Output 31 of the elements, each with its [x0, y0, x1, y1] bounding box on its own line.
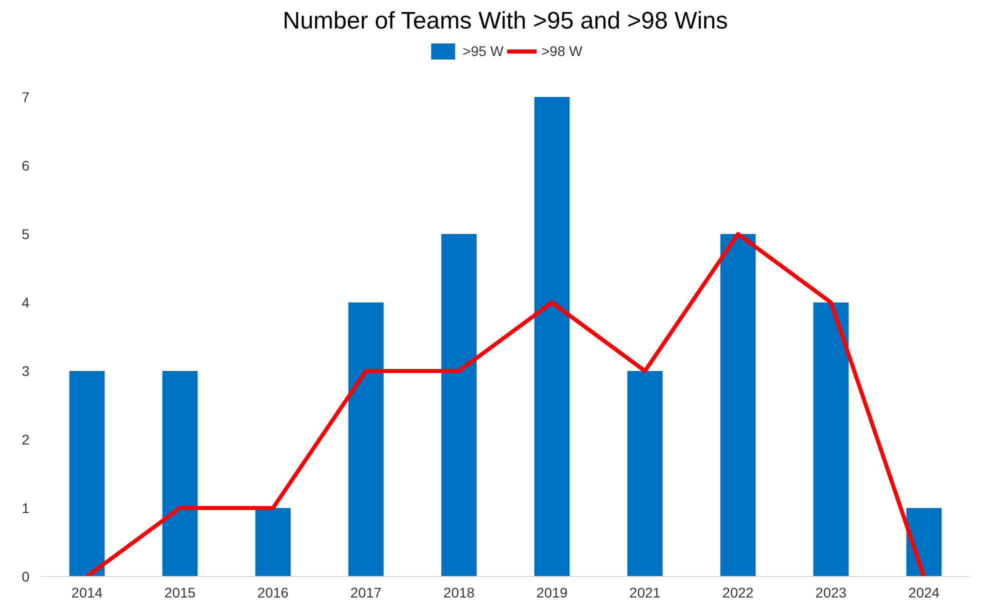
- x-tick-label: 2023: [815, 584, 847, 600]
- bar: [534, 97, 570, 576]
- y-tick-label: 0: [22, 568, 30, 584]
- y-tick-label: 6: [22, 158, 30, 174]
- y-tick-label: 1: [22, 500, 30, 516]
- x-tick-label: 2018: [443, 584, 475, 600]
- x-tick-label: 2024: [908, 584, 940, 600]
- y-tick-label: 7: [22, 89, 30, 106]
- x-tick-label: 2015: [164, 584, 196, 600]
- y-tick-label: 2: [22, 432, 30, 448]
- bar: [627, 371, 663, 576]
- x-tick-label: 2021: [629, 584, 661, 600]
- bar: [348, 302, 384, 576]
- x-tick-label: 2014: [71, 584, 103, 600]
- line-series: [85, 232, 926, 576]
- legend-label: >95 W: [462, 43, 504, 59]
- bar: [813, 302, 849, 576]
- bar: [162, 371, 198, 576]
- bar: [441, 234, 477, 576]
- legend-label: >98 W: [542, 43, 582, 59]
- x-tick-label: 2017: [350, 584, 382, 600]
- bar: [720, 234, 756, 576]
- x-tick-label: 2016: [257, 584, 289, 600]
- x-tick-label: 2022: [722, 584, 754, 600]
- y-tick-label: 5: [22, 226, 30, 242]
- bar: [69, 371, 105, 576]
- chart-title: Number of Teams With >95 and >98 Wins: [282, 8, 728, 34]
- y-tick-label: 4: [22, 294, 30, 311]
- y-tick-label: 3: [22, 363, 30, 380]
- x-tick-label: 2019: [536, 584, 568, 600]
- bar: [255, 508, 291, 576]
